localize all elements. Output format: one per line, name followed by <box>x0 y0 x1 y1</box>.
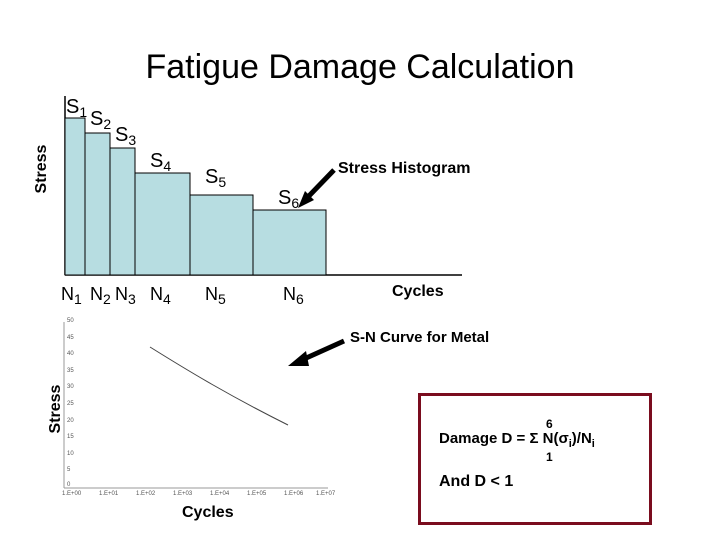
histogram-bar-s6 <box>252 209 327 276</box>
histogram-bar-s2 <box>84 132 111 276</box>
sn-y-tick: 45 <box>67 335 74 341</box>
sn-y-tick: 15 <box>67 434 74 440</box>
sn-y-tick: 25 <box>67 401 74 407</box>
stress-label-s5: S5 <box>205 166 227 190</box>
stress-label-s3: S3 <box>115 124 137 148</box>
sn-x-tick: 1.E+03 <box>173 491 193 497</box>
sn-x-tick: 1.E+05 <box>247 491 267 497</box>
sn-y-tick: 20 <box>67 418 74 424</box>
sum-lower-limit: 1 <box>546 450 553 464</box>
cycle-label-n5: N5 <box>205 284 226 307</box>
stress-label-s2: S2 <box>90 108 112 132</box>
sn-y-tick: 50 <box>67 318 74 324</box>
sum-upper-limit: 6 <box>546 417 553 431</box>
sn-y-tick: 40 <box>67 351 74 357</box>
sn-x-tick: 1.E+00 <box>62 491 82 497</box>
page-title: Fatigue Damage Calculation <box>145 48 575 86</box>
sn-y-tick: 10 <box>67 451 74 457</box>
histogram-annotation: Stress Histogram <box>338 160 471 177</box>
cycle-label-n2: N2 <box>90 284 111 307</box>
sn-y-tick: 5 <box>67 467 71 473</box>
sn-x-tick: 1.E+06 <box>284 491 304 497</box>
sn-pointer-line <box>302 338 346 362</box>
sn-annotation: S-N Curve for Metal <box>350 329 490 346</box>
sn-x-tick: 1.E+07 <box>316 491 336 497</box>
stress-label-s1: S1 <box>66 96 88 120</box>
sn-x-tick: 1.E+04 <box>210 491 230 497</box>
sn-x-tick: 1.E+02 <box>136 491 156 497</box>
histogram-x-axis-label: Cycles <box>392 283 444 300</box>
damage-formula-box <box>418 393 652 525</box>
damage-formula: Damage D = Σ N(σi)/Ni <box>439 430 595 450</box>
cycle-label-n3: N3 <box>115 284 136 307</box>
histogram-bar-s3 <box>109 147 136 276</box>
sn-y-tick: 30 <box>67 384 74 390</box>
stress-label-s4: S4 <box>150 150 172 174</box>
sn-y-tick: 0 <box>67 482 71 488</box>
cycle-label-n6: N6 <box>283 284 304 307</box>
cycle-label-n1: N1 <box>61 284 82 307</box>
damage-condition: And D < 1 <box>439 473 514 490</box>
cycle-label-n4: N4 <box>150 284 171 307</box>
stress-label-s6: S6 <box>278 187 300 211</box>
sn-x-tick: 1.E+01 <box>99 491 119 497</box>
sn-x-axis-label: Cycles <box>182 504 234 521</box>
histogram-pointer-head <box>298 191 314 208</box>
histogram-pointer-line <box>304 168 336 201</box>
sn-y-tick: 35 <box>67 368 74 374</box>
sn-curve-line <box>149 346 289 426</box>
sn-pointer-head <box>288 351 309 366</box>
